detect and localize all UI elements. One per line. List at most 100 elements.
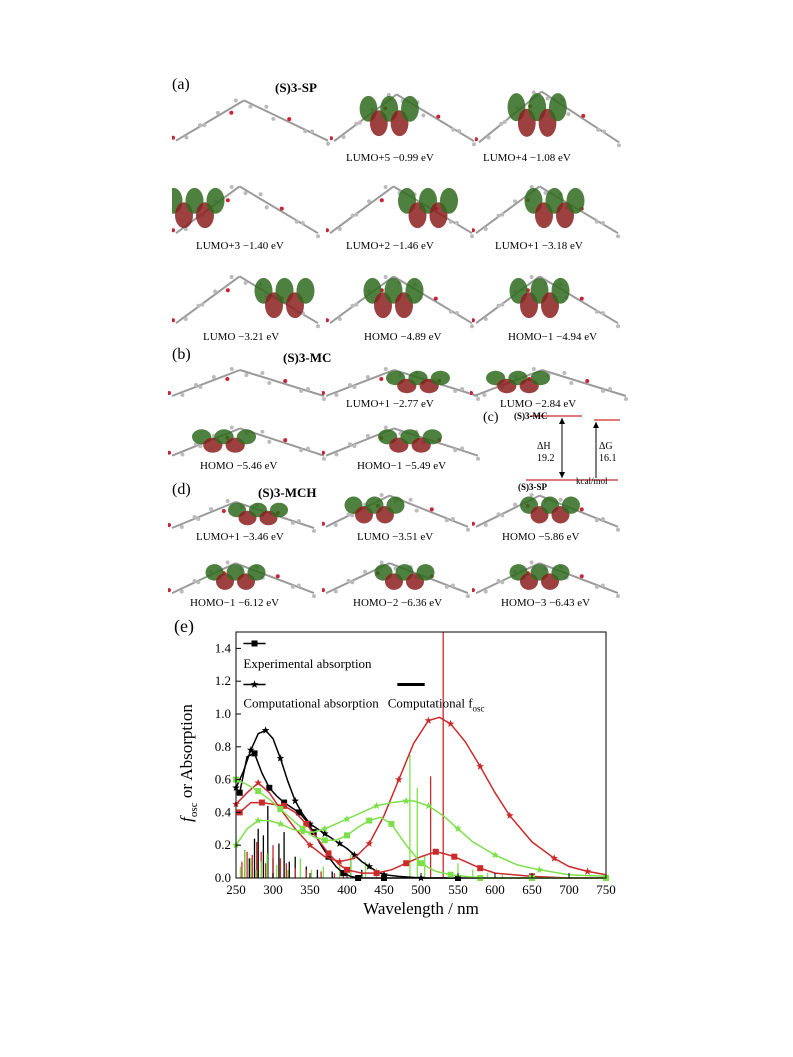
absorption-chart: 250 300 350 400 450 500 550 600 650 700 750 0.0 0.2 0… — [177, 631, 616, 918]
caption-a-lumo1: LUMO+1 −3.18 eV — [495, 240, 583, 252]
experimental-point — [451, 853, 458, 860]
y-tick-label: 0.0 — [215, 870, 231, 885]
y-tick-label: 1.0 — [215, 706, 231, 721]
computational-point — [506, 811, 514, 819]
x-tick-label: 400 — [337, 882, 357, 897]
computational-point — [335, 857, 344, 865]
caption-a-lumo3: LUMO+3 −1.40 eV — [196, 240, 284, 252]
orbital-image-5 — [326, 185, 474, 239]
computational-point — [395, 775, 403, 783]
panel-b-label: (b) — [172, 346, 191, 363]
caption-d-lumo1: LUMO+1 −3.46 eV — [196, 531, 284, 543]
experimental-point — [255, 788, 262, 795]
computational-point — [454, 824, 462, 832]
red-computational-line — [235, 716, 607, 876]
experimental-point — [344, 832, 350, 839]
panel-a-title: (S)3-SP — [275, 80, 317, 95]
legend-fosc-label: Computational fosc — [388, 695, 485, 713]
caption-d-homo2: HOMO−2 −6.36 eV — [353, 597, 443, 609]
delta-g-value: 16.1 — [599, 453, 617, 464]
experimental-point — [303, 820, 310, 827]
orbital-image-17 — [472, 493, 620, 532]
caption-a-lumo4: LUMO+4 −1.08 eV — [483, 152, 571, 164]
x-tick-label: 700 — [559, 882, 579, 897]
energy-bottom-label: (S)3-SP — [518, 482, 547, 492]
delta-h-label: ΔH — [537, 441, 551, 452]
caption-a-lumo2: LUMO+2 −1.46 eV — [346, 240, 434, 252]
panel-b-title: (S)3-MC — [283, 350, 332, 365]
computational-point — [424, 801, 433, 810]
experimental-point — [325, 850, 332, 857]
legend-experimental-marker — [251, 640, 258, 647]
experimental-point — [295, 809, 302, 816]
experimental-point — [236, 789, 243, 796]
panel-a-label: (a) — [172, 76, 190, 93]
orbital-image-8 — [326, 275, 474, 329]
computational-point — [350, 851, 359, 859]
computational-point — [335, 839, 344, 847]
energy-unit: kcal/mol — [576, 476, 608, 486]
x-tick-label: 750 — [596, 882, 616, 897]
experimental-point — [447, 871, 454, 878]
experimental-point — [321, 837, 328, 844]
caption-a-homo1: HOMO−1 −4.94 eV — [508, 331, 598, 343]
experimental-point — [366, 817, 373, 824]
panel-c-label: (c) — [483, 410, 499, 425]
orbital-image-19 — [322, 560, 470, 599]
computational-point — [365, 862, 373, 870]
y-tick-label: 0.4 — [215, 804, 232, 819]
x-tick-label: 600 — [485, 882, 505, 897]
panel-d-label: (d) — [172, 481, 191, 498]
caption-b-lumo1: LUMO+1 −2.77 eV — [346, 398, 434, 410]
orbital-image-9 — [472, 275, 620, 329]
energy-diagram — [526, 415, 620, 481]
orbital-image-15 — [168, 499, 316, 533]
experimental-point — [251, 750, 258, 757]
computational-point — [365, 839, 373, 847]
orbital-image-20 — [472, 560, 620, 599]
y-tick-label: 1.2 — [215, 673, 231, 688]
computational-point — [446, 719, 455, 728]
computational-point — [276, 754, 285, 762]
y-tick-label: 1.4 — [215, 640, 232, 655]
orbital-image-11 — [322, 367, 480, 401]
y-tick-label: 0.2 — [215, 837, 231, 852]
orbital-image-2 — [330, 93, 476, 147]
energy-top-label: (S)3-MC — [514, 411, 548, 421]
x-tick-label: 550 — [448, 882, 468, 897]
computational-point — [476, 762, 484, 770]
computational-point — [402, 796, 410, 805]
computational-point — [276, 819, 285, 828]
computational-point — [247, 746, 255, 754]
experimental-point — [325, 853, 332, 860]
panel-e-label: (e) — [174, 616, 194, 636]
x-axis-label: Wavelength / nm — [363, 899, 479, 918]
x-tick-label: 300 — [263, 882, 283, 897]
caption-d-lumo: LUMO −3.51 eV — [357, 531, 434, 543]
orbital-image-10 — [168, 367, 326, 401]
experimental-point — [340, 870, 347, 877]
caption-a-homo: HOMO −4.89 eV — [364, 331, 442, 343]
experimental-point — [477, 865, 484, 872]
y-tick-label: 0.8 — [215, 739, 231, 754]
delta-h-value: 19.2 — [537, 453, 555, 464]
caption-d-homo3: HOMO−3 −6.43 eV — [501, 597, 591, 609]
y-tick-label: 0.6 — [215, 772, 232, 787]
caption-b-homo1: HOMO−1 −5.49 eV — [357, 460, 447, 472]
experimental-point — [388, 820, 395, 827]
computational-point — [343, 815, 351, 823]
computational-point — [535, 865, 544, 873]
orbital-image-16 — [322, 493, 470, 532]
caption-d-homo: HOMO −5.86 eV — [502, 531, 580, 543]
computational-point — [550, 854, 558, 862]
legend-experimental-label: Experimental absorption — [243, 656, 372, 671]
experimental-point — [373, 870, 380, 877]
legend-computational-marker — [250, 680, 259, 688]
orbital-image-7 — [172, 275, 320, 329]
computational-point — [321, 824, 329, 832]
orbital-image-14 — [322, 425, 480, 461]
experimental-point — [281, 799, 288, 806]
orbital-image-3 — [475, 90, 621, 148]
experimental-point — [258, 799, 265, 806]
caption-a-lumo5: LUMO+5 −0.99 eV — [346, 152, 434, 164]
